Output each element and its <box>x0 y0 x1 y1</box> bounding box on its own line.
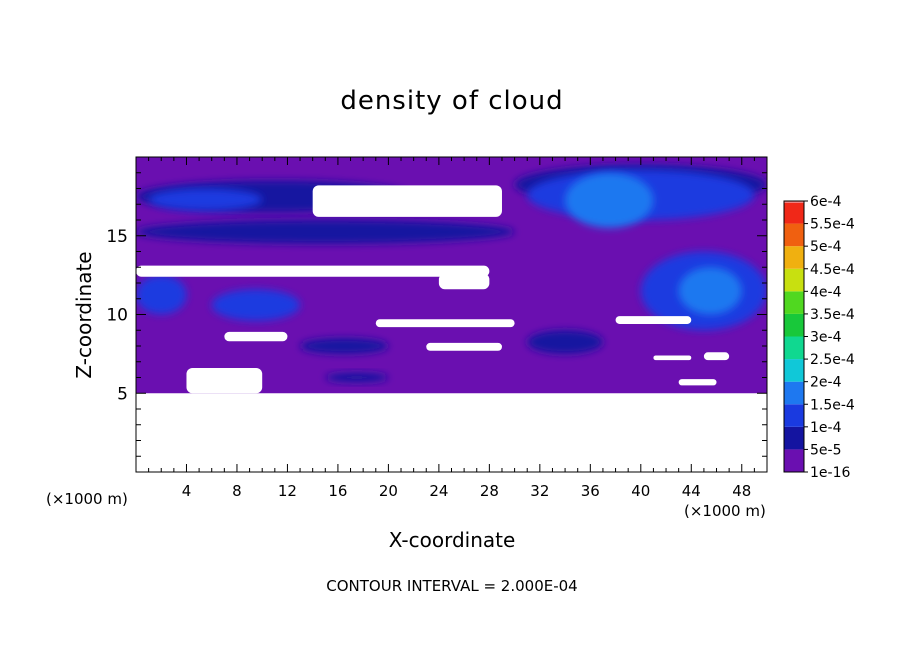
colorbar-label-5: 2.5e-4 <box>810 352 855 368</box>
blank-region-1 <box>312 185 502 217</box>
colorbar-swatch-5 <box>784 336 804 360</box>
colorbar-swatch-7 <box>784 291 804 314</box>
x-tick-label-2: 12 <box>278 482 297 500</box>
x-tick-label-11: 48 <box>732 482 751 500</box>
colorbar-label-11: 5.5e-4 <box>810 217 855 233</box>
y-tick-label-0: 5 <box>117 384 128 404</box>
colorbar-label-3: 1.5e-4 <box>810 397 855 413</box>
x-tick-label-1: 8 <box>232 482 242 500</box>
colorbar-swatch-6 <box>784 313 804 337</box>
blank-region-3 <box>438 273 490 290</box>
y-axis-title: Z-coordinate <box>72 251 96 379</box>
x-tick-label-7: 32 <box>530 482 549 500</box>
chart-title: density of cloud <box>340 86 564 116</box>
blank-region-10 <box>703 352 730 361</box>
colorbar-label-4: 2e-4 <box>810 375 842 391</box>
y-tick-label-1: 10 <box>106 306 128 326</box>
colorbar-label-8: 4e-4 <box>810 284 842 300</box>
colorbar-label-10: 5e-4 <box>810 239 842 255</box>
blank-region-4 <box>224 331 288 342</box>
x-tick-label-0: 4 <box>182 482 192 500</box>
colorbar-swatch-8 <box>784 268 804 292</box>
x-tick-label-6: 28 <box>480 482 499 500</box>
cloud-region-10 <box>527 330 603 354</box>
no-data-regions <box>136 185 767 472</box>
x-unit-label-left: (×1000 m) <box>46 490 128 508</box>
colorbar-swatch-4 <box>784 359 804 382</box>
x-unit-label-right: (×1000 m) <box>684 502 766 520</box>
x-tick-label-4: 20 <box>379 482 398 500</box>
colorbar-swatch-9 <box>784 246 804 269</box>
colorbar-swatch-2 <box>784 404 804 427</box>
blank-region-7 <box>426 342 502 351</box>
contour-interval-note: CONTOUR INTERVAL = 2.000E-04 <box>326 577 578 595</box>
x-axis-title: X-coordinate <box>388 528 516 552</box>
colorbar-label-2: 1e-4 <box>810 420 842 436</box>
x-tick-label-10: 44 <box>682 482 701 500</box>
colorbar-swatch-top <box>784 201 804 203</box>
colorbar-swatch-10 <box>784 223 804 247</box>
colorbar-swatch-1 <box>784 426 804 450</box>
cloud-region-3 <box>136 275 187 315</box>
y-tick-label-2: 15 <box>106 227 128 247</box>
blank-region-11 <box>678 379 717 386</box>
cloud-region-9 <box>678 267 742 315</box>
colorbar-swatch-0 <box>784 449 804 472</box>
x-tick-label-8: 36 <box>581 482 600 500</box>
colorbar-label-7: 3.5e-4 <box>810 307 855 323</box>
colorbar-swatch-11 <box>784 201 804 224</box>
colorbar-label-9: 4.5e-4 <box>810 262 855 278</box>
x-tick-label-9: 40 <box>631 482 650 500</box>
cloud-region-12 <box>325 372 389 383</box>
blank-region-5 <box>375 319 515 328</box>
cloud-region-11 <box>300 338 389 354</box>
colorbar-swatch-3 <box>784 381 804 405</box>
blank-region-0 <box>136 393 767 472</box>
blank-region-2 <box>136 265 490 277</box>
cloud-region-2 <box>148 188 263 211</box>
colorbar: 1e-16 5e-5 1e-4 1.5e-4 2e-4 2.5e-4 3e-4 3.5e-4 4… <box>783 194 855 481</box>
cloud-region-4 <box>211 289 301 321</box>
blank-region-8 <box>186 368 263 394</box>
colorbar-label-12: 6e-4 <box>810 194 842 210</box>
colorbar-label-0: 1e-16 <box>810 465 850 481</box>
cloud-region-7 <box>565 172 654 228</box>
colorbar-label-6: 3e-4 <box>810 330 842 346</box>
x-axis: 4 8 12 16 20 24 28 32 36 40 44 48 <box>148 157 755 500</box>
x-tick-label-3: 16 <box>328 482 347 500</box>
colorbar-label-1: 5e-5 <box>810 442 841 458</box>
x-tick-label-5: 24 <box>429 482 448 500</box>
cloud-region-1 <box>136 220 515 244</box>
blank-region-6 <box>615 316 692 324</box>
y-axis: 5 10 15 <box>106 172 767 457</box>
blank-region-9 <box>653 355 692 361</box>
